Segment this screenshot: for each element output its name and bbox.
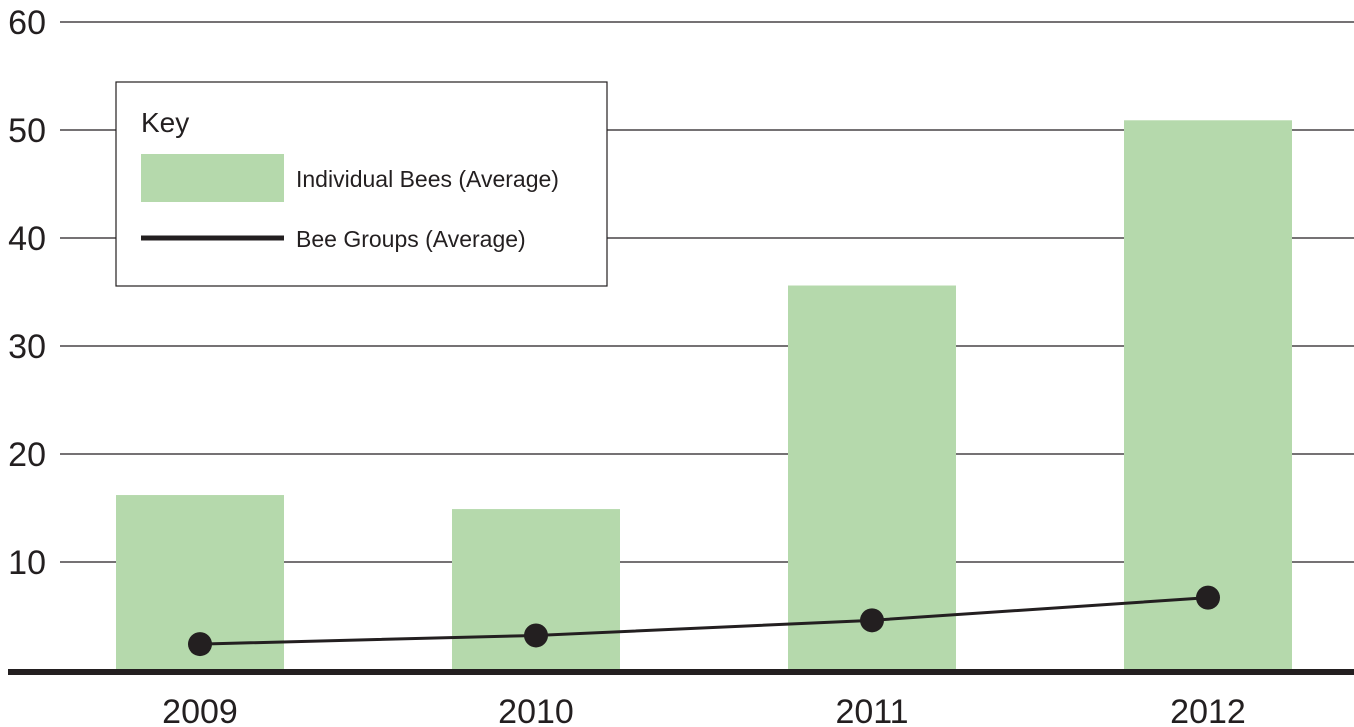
bar-2011 bbox=[788, 285, 956, 670]
line-series bbox=[188, 585, 1220, 657]
point-2012 bbox=[1196, 585, 1220, 610]
bar-2012 bbox=[1124, 120, 1292, 670]
point-2011 bbox=[860, 608, 884, 633]
x-tick-label: 2010 bbox=[498, 693, 574, 727]
y-tick-label: 20 bbox=[8, 436, 46, 474]
legend: Key Individual Bees (Average) Bee Groups… bbox=[115, 81, 608, 287]
legend-label-line: Bee Groups (Average) bbox=[296, 226, 526, 252]
y-axis-tick-labels: 10 20 30 40 50 60 bbox=[8, 4, 46, 582]
legend-title: Key bbox=[141, 107, 189, 138]
bar-series bbox=[116, 120, 1292, 670]
point-2010 bbox=[524, 623, 548, 648]
legend-swatch-bars bbox=[141, 154, 284, 202]
y-tick-label: 60 bbox=[8, 4, 46, 42]
legend-label-bars: Individual Bees (Average) bbox=[296, 166, 559, 192]
x-tick-label: 2011 bbox=[835, 693, 908, 727]
x-axis-tick-labels: 2009 2010 2011 2012 bbox=[162, 693, 1246, 727]
y-tick-label: 50 bbox=[8, 112, 46, 150]
y-tick-label: 30 bbox=[8, 328, 46, 366]
x-tick-label: 2009 bbox=[162, 693, 238, 727]
point-2009 bbox=[188, 632, 212, 657]
y-tick-label: 10 bbox=[8, 544, 46, 582]
line-bee-groups bbox=[199, 596, 1209, 646]
y-tick-label: 40 bbox=[8, 220, 46, 258]
x-tick-label: 2012 bbox=[1170, 693, 1246, 727]
